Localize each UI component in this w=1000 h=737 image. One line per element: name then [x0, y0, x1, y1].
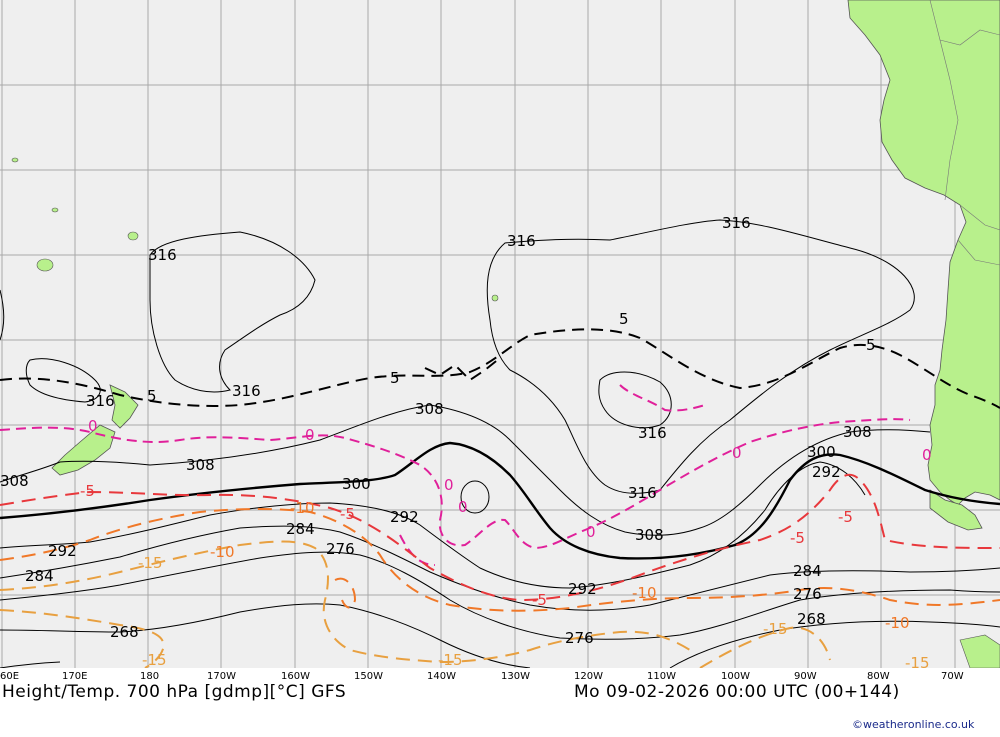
lon-tick: 180	[140, 671, 159, 682]
temp-label: -10	[290, 499, 315, 517]
lon-tick: 170E	[62, 671, 87, 682]
lon-tick: 90W	[794, 671, 817, 682]
forecast-time: Mo 09-02-2026 00:00 UTC (00+144)	[574, 682, 900, 702]
temp-label: -5	[80, 482, 95, 500]
lon-tick: 140W	[427, 671, 456, 682]
temp-contour-0	[0, 384, 911, 566]
height-label: 308	[0, 472, 29, 490]
temp-label: -5	[838, 508, 853, 526]
temp-contour-minus5	[0, 473, 1000, 602]
temp-label: 0	[922, 446, 932, 464]
temp-label: -15	[763, 620, 788, 638]
lon-tick: 70W	[941, 671, 964, 682]
temp-label: 0	[88, 417, 98, 435]
lon-tick: 160W	[281, 671, 310, 682]
lon-tick: 150W	[354, 671, 383, 682]
height-label: 300	[342, 475, 371, 493]
lon-tick: 100W	[721, 671, 750, 682]
temperature-labels: 5 5 5 5 0 0 0 0 0 0 0 -5 -5 -5 -5 -5 -10…	[80, 310, 932, 672]
height-label: 316	[507, 232, 536, 250]
height-label: 316	[638, 424, 667, 442]
temp-label: 5	[147, 387, 157, 405]
ocean-area	[0, 0, 1000, 668]
height-label: 284	[25, 567, 54, 585]
height-label: 308	[843, 423, 872, 441]
longitude-ticks: 60E 170E 180 170W 160W 150W 140W 130W 12…	[0, 671, 964, 682]
temp-label: 5	[390, 369, 400, 387]
height-label: 276	[793, 585, 822, 603]
lon-tick: 60E	[0, 671, 19, 682]
temp-label: -5	[532, 591, 547, 609]
temp-label: 5	[619, 310, 629, 328]
lon-tick: 130W	[501, 671, 530, 682]
temp-contour-5	[0, 328, 1000, 409]
temp-label: -10	[885, 614, 910, 632]
height-label: 308	[415, 400, 444, 418]
lon-tick: 170W	[207, 671, 236, 682]
land-south-america	[847, 0, 1000, 531]
temp-label: -10	[632, 584, 657, 602]
height-labels: 316 316 316 316 316 316 316 308 308 308 …	[0, 214, 872, 647]
height-label: 316	[232, 382, 261, 400]
temp-label: -5	[790, 529, 805, 547]
temp-label: -15	[138, 554, 163, 572]
height-label: 308	[186, 456, 215, 474]
temp-label: -5	[340, 505, 355, 523]
site-credit[interactable]: ©weatheronline.co.uk	[852, 718, 975, 731]
country-borders	[929, 0, 1000, 266]
temp-label: -10	[210, 543, 235, 561]
height-label: 276	[565, 629, 594, 647]
height-label: 292	[812, 463, 841, 481]
height-label: 276	[326, 540, 355, 558]
height-label: 284	[793, 562, 822, 580]
height-label: 292	[390, 508, 419, 526]
footer-strip	[0, 668, 1000, 733]
height-label: 284	[286, 520, 315, 538]
temp-label: 0	[458, 498, 468, 516]
height-label: 292	[568, 580, 597, 598]
temp-label: -15	[438, 651, 463, 669]
temp-contour-minus15	[0, 540, 831, 669]
map-title: Height/Temp. 700 hPa [gdmp][°C] GFS	[2, 682, 346, 702]
height-label: 268	[110, 623, 139, 641]
lon-tick: 120W	[574, 671, 603, 682]
height-contour-300	[0, 441, 1000, 560]
lon-tick: 110W	[647, 671, 676, 682]
height-label: 316	[722, 214, 751, 232]
temp-label: 0	[305, 426, 315, 444]
lon-tick: 80W	[867, 671, 890, 682]
temp-label: -15	[905, 654, 930, 672]
closed-low-ring	[460, 480, 490, 514]
temp-contour-minus10	[0, 508, 1000, 612]
land-antarctic-peninsula	[959, 634, 1000, 669]
temp-label: 0	[732, 444, 742, 462]
land-new-zealand	[51, 384, 139, 476]
height-label: 300	[807, 443, 836, 461]
temp-label: 0	[444, 476, 454, 494]
temp-label: 5	[866, 336, 876, 354]
lat-lon-grid	[0, 0, 1000, 668]
height-label: 308	[635, 526, 664, 544]
height-label: 292	[48, 542, 77, 560]
height-label: 268	[797, 610, 826, 628]
temp-label: 0	[586, 523, 596, 541]
temp-label: -15	[142, 651, 167, 669]
height-label: 316	[148, 246, 177, 264]
height-label: 316	[628, 484, 657, 502]
height-label: 316	[86, 392, 115, 410]
